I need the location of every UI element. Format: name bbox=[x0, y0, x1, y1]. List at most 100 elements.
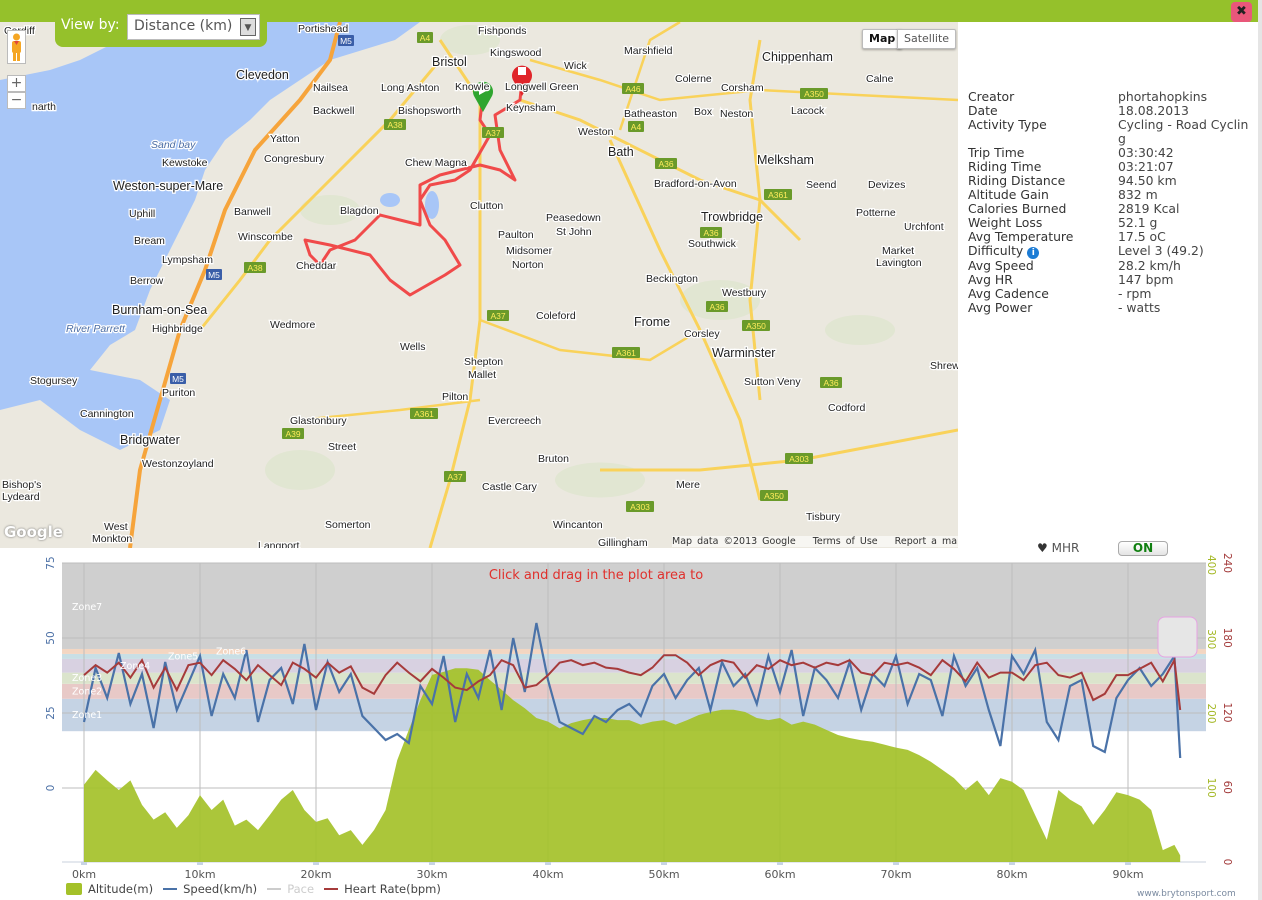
place-label: Coleford bbox=[536, 310, 576, 322]
road-shield-label: A36 bbox=[709, 302, 724, 312]
place-label: Chew Magna bbox=[405, 157, 467, 169]
summary-label-text: Trip Time bbox=[968, 145, 1025, 160]
view-by-label: View by: bbox=[61, 17, 120, 33]
m5-motorway bbox=[128, 21, 342, 548]
report-map-error-link[interactable]: Report a map error bbox=[894, 536, 958, 547]
place-label: Lydeard bbox=[2, 491, 40, 503]
view-by-panel: View by: Distance (km) ▼ bbox=[55, 12, 267, 47]
place-label: Westonzoyland bbox=[142, 458, 214, 470]
road-shield-icon bbox=[170, 373, 186, 384]
hr-axis-tick: 180 bbox=[1221, 628, 1233, 648]
place-label: Beckington bbox=[646, 273, 698, 285]
place-label: Gillingham bbox=[598, 537, 648, 548]
summary-row: Avg Power - watts bbox=[968, 301, 1253, 315]
place-label: Keynsham bbox=[506, 102, 556, 114]
x-tick-label: 80km bbox=[996, 868, 1027, 881]
summary-label-text: Avg Cadence bbox=[968, 286, 1049, 301]
hr-zone-band bbox=[62, 653, 1206, 659]
place-label: Batheaston bbox=[624, 108, 677, 120]
hover-tooltip-box bbox=[1157, 616, 1198, 658]
summary-label-text: Date bbox=[968, 103, 998, 118]
summary-label-text: Riding Time bbox=[968, 159, 1042, 174]
mhr-on-toggle[interactable]: ON bbox=[1118, 541, 1168, 556]
left-axis-tick: 0 bbox=[45, 785, 57, 792]
summary-label: Creator bbox=[968, 90, 1118, 104]
view-by-select[interactable]: Distance (km) ▼ bbox=[127, 14, 260, 40]
place-label: Congresbury bbox=[264, 153, 325, 165]
road-shield-label: M5 bbox=[208, 270, 220, 280]
summary-value: 2819 Kcal bbox=[1118, 201, 1180, 216]
place-label: Weston bbox=[578, 126, 614, 138]
summary-row: Riding Time 03:21:07 bbox=[968, 160, 1253, 174]
hr-zone-band bbox=[62, 648, 1206, 654]
terms-of-use-link[interactable]: Terms of Use bbox=[812, 536, 878, 547]
place-label: Bath bbox=[608, 145, 634, 159]
summary-label-text: Altitude Gain bbox=[968, 187, 1049, 202]
legend-label[interactable]: Speed(km/h) bbox=[183, 882, 258, 896]
place-label: Trowbridge bbox=[701, 210, 763, 224]
chart-legend: Altitude(m) Speed(km/h) Pace Heart Rate(bpm… bbox=[66, 882, 441, 896]
a38-road bbox=[198, 59, 442, 331]
summary-value: - rpm bbox=[1118, 286, 1152, 301]
summary-label-text: Avg Temperature bbox=[968, 229, 1074, 244]
place-label: Cheddar bbox=[296, 260, 337, 272]
place-label: Kewstoke bbox=[162, 157, 208, 169]
page-scrollbar[interactable] bbox=[1258, 0, 1262, 900]
road-shield-icon bbox=[338, 35, 354, 46]
place-label: River Parrett bbox=[66, 323, 126, 335]
place-label: Bridgwater bbox=[120, 433, 180, 447]
road-shield-label: A36 bbox=[703, 228, 718, 238]
place-label: Box bbox=[694, 106, 713, 118]
hr-zone-label: Zone1 bbox=[72, 710, 102, 721]
heart-rate-line bbox=[83, 654, 1182, 711]
a361-road bbox=[479, 318, 701, 362]
summary-label-text: Creator bbox=[968, 89, 1015, 104]
place-label: Long Ashton bbox=[381, 82, 440, 94]
zoom-out-button[interactable]: − bbox=[7, 92, 26, 109]
summary-label-text: Weight Loss bbox=[968, 215, 1043, 230]
place-label: Bruton bbox=[538, 453, 569, 465]
place-label: Bristol bbox=[432, 55, 467, 69]
legend-label[interactable]: Altitude(m) bbox=[88, 882, 154, 896]
road-shield-label: A350 bbox=[746, 321, 766, 331]
road-shield-icon bbox=[785, 453, 813, 464]
summary-label: Activity Type bbox=[968, 118, 1118, 146]
place-label: Peasedown bbox=[546, 212, 601, 224]
summary-label: Trip Time bbox=[968, 146, 1118, 160]
x-tick-label: 60km bbox=[764, 868, 795, 881]
woodland-area bbox=[300, 195, 360, 225]
place-label: Uphill bbox=[129, 208, 155, 220]
place-label: Southwick bbox=[688, 238, 737, 250]
road-shield-icon bbox=[444, 471, 466, 482]
street-view-pegman-icon[interactable] bbox=[7, 30, 26, 64]
summary-label-text: Avg HR bbox=[968, 272, 1013, 287]
mhr-label: MHR bbox=[1051, 541, 1080, 555]
road-shield-icon bbox=[417, 32, 433, 43]
map-type-map-button[interactable]: Map bbox=[862, 29, 903, 49]
activity-chart[interactable]: Zone1 Zone2 Zone3 Zone4 Zone5 Zone6 Zone7 0km 10… bbox=[0, 548, 1262, 900]
x-tick-label: 70km bbox=[880, 868, 911, 881]
place-label: Clevedon bbox=[236, 68, 289, 82]
woodland-area bbox=[825, 315, 895, 345]
map-canvas[interactable]: CardiffPortisheadFishpondsKingswoodMarsh… bbox=[0, 0, 958, 548]
place-label: Potterne bbox=[856, 207, 896, 219]
summary-label-text: Activity Type bbox=[968, 117, 1047, 132]
hr-zone-band bbox=[62, 683, 1206, 699]
summary-label-text: Difficulty bbox=[968, 243, 1024, 258]
place-label: Glastonbury bbox=[290, 415, 347, 427]
legend-label[interactable]: Pace bbox=[287, 882, 315, 896]
summary-value: phortahopkins bbox=[1118, 89, 1208, 104]
place-label: Calne bbox=[866, 73, 894, 85]
x-tick-label: 90km bbox=[1112, 868, 1143, 881]
map-type-satellite-button[interactable]: Satellite bbox=[897, 29, 957, 49]
summary-label-text: Avg Speed bbox=[968, 258, 1034, 273]
place-label: Nailsea bbox=[313, 82, 348, 94]
info-icon[interactable]: i bbox=[1027, 247, 1040, 259]
close-button[interactable]: ✖ bbox=[1231, 2, 1252, 22]
place-label: Lavington bbox=[876, 257, 922, 269]
route-map[interactable]: CardiffPortisheadFishpondsKingswoodMarsh… bbox=[0, 0, 958, 548]
woodland-area bbox=[555, 462, 645, 498]
zoom-in-button[interactable]: + bbox=[7, 75, 26, 92]
place-label: Bishopsworth bbox=[398, 105, 461, 117]
legend-label[interactable]: Heart Rate(bpm) bbox=[344, 882, 441, 896]
